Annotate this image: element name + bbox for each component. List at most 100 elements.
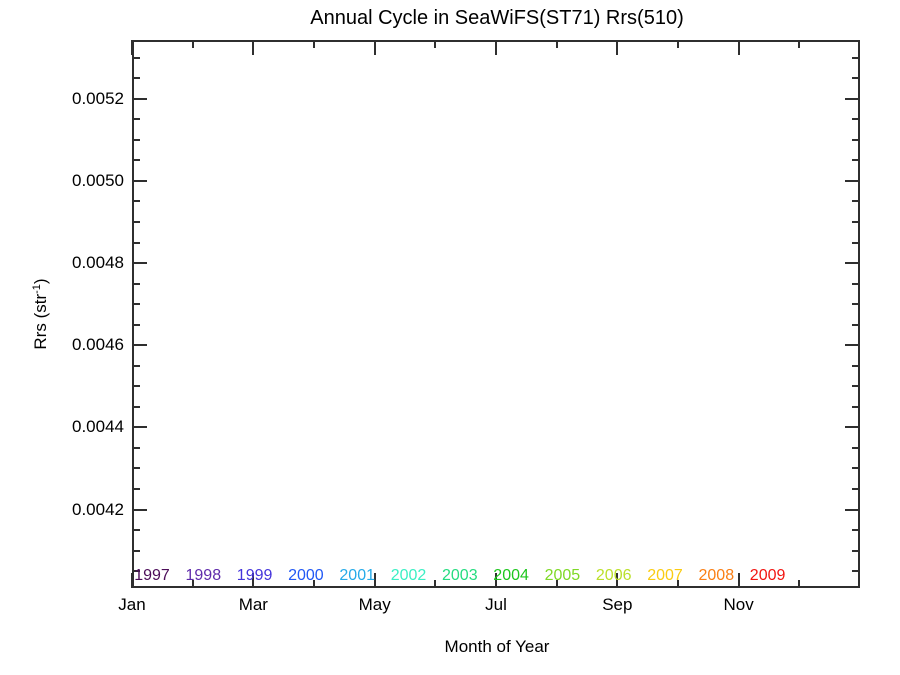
x-minor-tick-bottom <box>313 580 315 588</box>
legend-year: 2001 <box>339 567 375 584</box>
y-axis-title-superscript: -1 <box>31 284 43 294</box>
y-minor-tick-left <box>132 549 140 552</box>
x-minor-tick-bottom <box>191 580 194 588</box>
x-major-tick-top <box>737 40 740 55</box>
y-minor-tick-right <box>852 138 860 141</box>
y-tick-label: 0.0044 <box>72 417 124 437</box>
x-tick-label: Mar <box>238 595 268 614</box>
y-minor-tick-right <box>852 220 860 223</box>
x-minor-tick-top <box>677 40 679 48</box>
y-minor-tick-right <box>852 487 860 490</box>
y-minor-tick-right <box>852 570 860 573</box>
x-major-tick-bottom <box>737 573 740 588</box>
y-minor-tick-left <box>132 364 140 367</box>
y-minor-tick-right <box>852 118 860 121</box>
y-major-tick-left <box>132 179 147 182</box>
y-minor-tick-right <box>852 549 860 552</box>
y-tick-label: 0.0050 <box>72 170 124 190</box>
x-major-tick-top <box>252 40 255 55</box>
y-minor-tick-right <box>852 303 860 306</box>
x-tick-label: Jan <box>118 595 146 614</box>
y-minor-tick-left <box>132 487 140 490</box>
y-minor-tick-left <box>132 467 140 470</box>
legend-year: 2003 <box>442 567 478 584</box>
y-major-tick-left <box>132 344 147 347</box>
y-minor-tick-left <box>132 77 140 80</box>
legend-year: 2002 <box>390 567 427 584</box>
y-minor-tick-right <box>852 385 860 388</box>
y-major-tick-right <box>845 179 860 182</box>
y-minor-tick-right <box>852 241 860 244</box>
x-major-tick-top <box>373 40 376 55</box>
y-major-tick-right <box>845 426 860 429</box>
x-minor-tick-bottom <box>434 580 437 588</box>
y-minor-tick-right <box>852 529 860 532</box>
y-major-tick-left <box>132 508 147 511</box>
y-minor-tick-left <box>132 138 140 141</box>
x-major-tick-bottom <box>616 573 619 588</box>
plot-area <box>132 40 860 588</box>
y-minor-tick-left <box>132 200 140 203</box>
y-minor-tick-right <box>852 56 860 59</box>
y-minor-tick-right <box>852 364 860 367</box>
x-minor-tick-bottom <box>555 580 558 588</box>
x-minor-tick-bottom <box>798 580 801 588</box>
y-tick-label: 0.0046 <box>72 335 124 355</box>
x-tick-label: Sep <box>602 595 633 614</box>
legend-year: 2008 <box>698 567 735 584</box>
x-tick-label: Nov <box>723 595 754 614</box>
x-tick-label: May <box>358 595 391 614</box>
y-minor-tick-left <box>132 570 140 573</box>
y-major-tick-right <box>845 97 860 100</box>
y-minor-tick-left <box>132 303 140 306</box>
y-minor-tick-left <box>132 241 140 244</box>
legend-year: 2004 <box>493 567 529 584</box>
legend-year: 2000 <box>288 567 324 584</box>
y-minor-tick-right <box>852 282 860 285</box>
x-major-tick-bottom <box>252 573 255 588</box>
y-major-tick-right <box>845 262 860 265</box>
x-major-tick-bottom <box>495 573 497 588</box>
y-minor-tick-left <box>132 323 140 326</box>
y-tick-label: 0.0042 <box>72 499 124 519</box>
legend-year: 1997 <box>134 567 170 584</box>
y-tick-label: 0.0048 <box>72 253 124 273</box>
legend-year: 2007 <box>647 567 683 584</box>
legend-year: 2006 <box>595 567 632 584</box>
x-major-tick-top <box>616 40 619 55</box>
y-minor-tick-left <box>132 385 140 388</box>
x-minor-tick-top <box>434 40 437 48</box>
y-axis-title-text: Rrs (str <box>31 293 50 350</box>
y-minor-tick-right <box>852 77 860 80</box>
y-tick-label: 0.0052 <box>72 88 124 108</box>
y-minor-tick-right <box>852 467 860 470</box>
y-minor-tick-right <box>852 323 860 326</box>
x-axis-title: Month of Year <box>444 637 550 656</box>
x-tick-label: Jul <box>485 595 507 614</box>
x-minor-tick-top <box>191 40 194 48</box>
y-minor-tick-right <box>852 200 860 203</box>
y-major-tick-left <box>132 97 147 100</box>
y-minor-tick-left <box>132 282 140 285</box>
x-major-tick-bottom <box>131 573 133 588</box>
y-minor-tick-left <box>132 56 140 59</box>
y-minor-tick-left <box>132 529 140 532</box>
y-minor-tick-right <box>852 405 860 408</box>
y-minor-tick-left <box>132 220 140 223</box>
x-major-tick-top <box>131 40 133 55</box>
legend-year: 1999 <box>236 567 273 584</box>
x-minor-tick-top <box>798 40 801 48</box>
legend-year: 1998 <box>185 567 222 584</box>
legend-year: 2005 <box>544 567 581 584</box>
y-axis-title-suffix: ) <box>31 278 50 285</box>
x-minor-tick-top <box>313 40 315 48</box>
x-major-tick-bottom <box>373 573 376 588</box>
y-major-tick-right <box>845 508 860 511</box>
y-minor-tick-left <box>132 446 140 449</box>
y-minor-tick-left <box>132 405 140 408</box>
y-minor-tick-left <box>132 159 140 162</box>
legend-year: 2009 <box>749 567 786 584</box>
y-minor-tick-right <box>852 446 860 449</box>
y-axis-title: Rrs (str-1) <box>31 278 51 349</box>
